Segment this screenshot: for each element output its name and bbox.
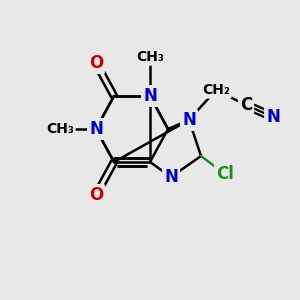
Text: CH₂: CH₂ (202, 83, 230, 97)
Text: C: C (240, 96, 252, 114)
Text: N: N (89, 120, 103, 138)
Text: Cl: Cl (216, 165, 234, 183)
Text: O: O (89, 54, 103, 72)
Text: N: N (164, 168, 178, 186)
Text: CH₃: CH₃ (46, 122, 74, 136)
Text: N: N (143, 87, 157, 105)
Text: CH₃: CH₃ (136, 50, 164, 64)
Text: N: N (266, 108, 280, 126)
Text: O: O (89, 186, 103, 204)
Text: N: N (182, 111, 196, 129)
